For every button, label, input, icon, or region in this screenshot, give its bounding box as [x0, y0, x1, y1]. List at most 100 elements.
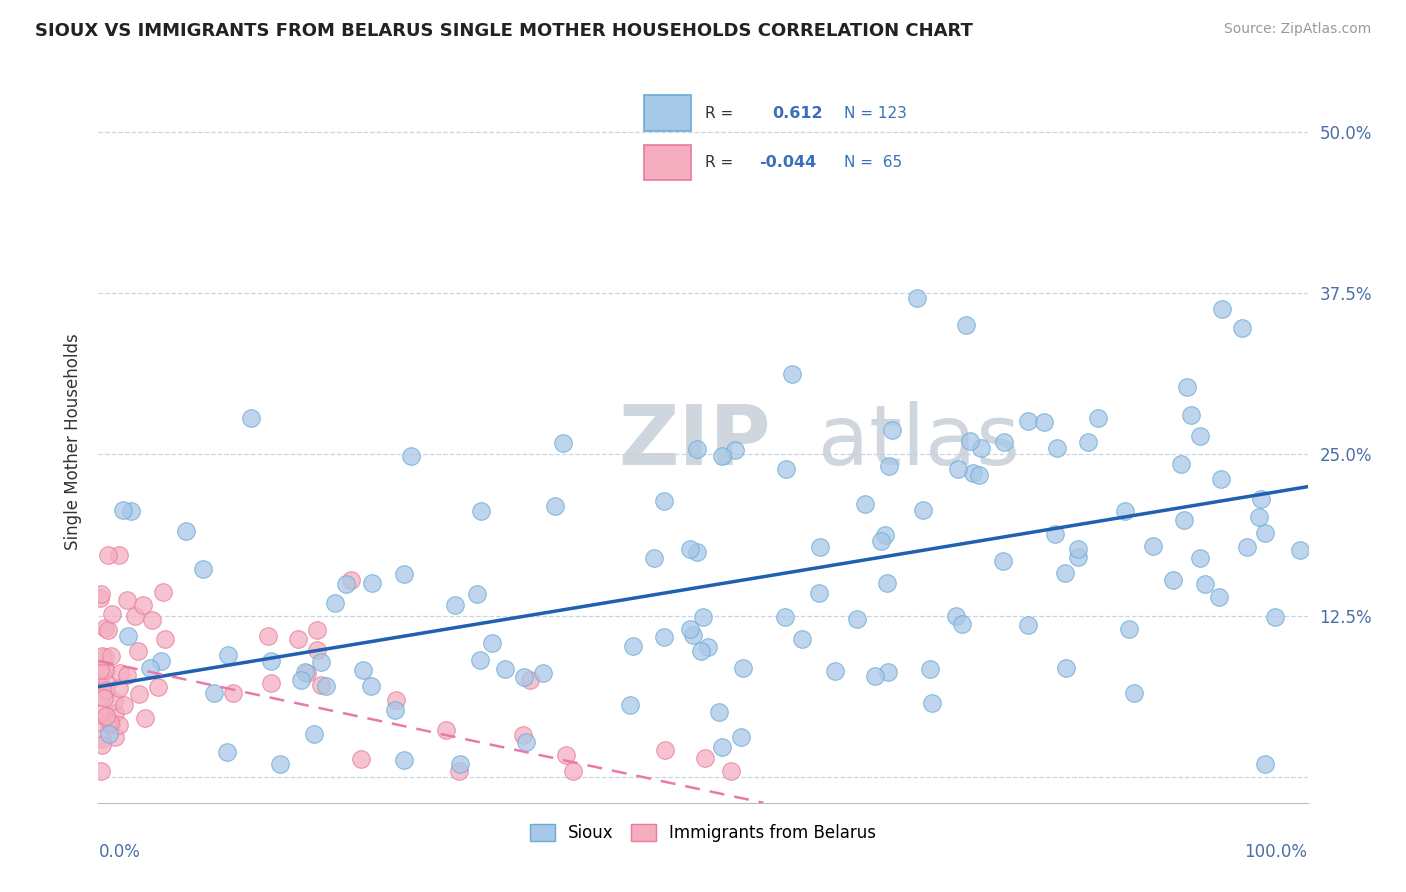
Point: [97, 623, 120, 637]
Point: [531, 665, 554, 680]
Point: [1123, 686, 1146, 700]
Text: 100.0%: 100.0%: [1244, 843, 1308, 861]
Point: [94, 621, 117, 635]
Point: [141, 613, 163, 627]
Point: [94, 708, 117, 723]
Point: [515, 735, 537, 749]
Point: [555, 748, 578, 763]
Point: [91, 731, 114, 746]
Point: [690, 644, 713, 658]
Point: [845, 612, 868, 626]
Point: [384, 693, 406, 707]
Point: [294, 665, 316, 679]
Point: [945, 608, 967, 623]
Point: [877, 458, 900, 473]
Point: [302, 726, 325, 740]
Point: [134, 710, 156, 724]
Point: [392, 566, 415, 581]
Point: [695, 750, 717, 764]
Point: [1043, 526, 1066, 541]
Point: [1194, 576, 1216, 591]
Point: [551, 436, 574, 450]
Point: [1032, 415, 1054, 429]
Point: [204, 686, 226, 700]
Point: [309, 678, 332, 692]
Point: [733, 661, 755, 675]
Point: [512, 728, 534, 742]
Point: [962, 467, 984, 481]
Point: [315, 679, 337, 693]
Point: [870, 533, 893, 548]
Point: [97, 714, 120, 729]
Point: [222, 685, 245, 699]
Point: [297, 665, 319, 680]
Point: [991, 554, 1014, 568]
Point: [89, 591, 111, 605]
Point: [1161, 573, 1184, 587]
Point: [481, 636, 503, 650]
Point: [100, 717, 122, 731]
Point: [217, 648, 239, 663]
Point: [686, 442, 709, 456]
Point: [146, 680, 169, 694]
Point: [90, 764, 112, 778]
Point: [131, 599, 153, 613]
Point: [1189, 551, 1212, 566]
Point: [108, 549, 131, 563]
Point: [93, 690, 115, 705]
Point: [104, 730, 127, 744]
Point: [97, 548, 120, 562]
Point: [91, 738, 114, 752]
Point: [470, 504, 492, 518]
Point: [96, 675, 118, 690]
Point: [1066, 549, 1088, 564]
Point: [970, 441, 993, 455]
Point: [101, 607, 124, 621]
Point: [174, 524, 197, 538]
Point: [269, 757, 291, 772]
Point: [730, 731, 752, 745]
Point: [544, 500, 567, 514]
Point: [104, 706, 127, 720]
Point: [807, 586, 830, 600]
Point: [128, 687, 150, 701]
Point: [191, 562, 214, 576]
Point: [780, 367, 803, 381]
Point: [449, 757, 471, 772]
Point: [108, 665, 131, 680]
Point: [1054, 661, 1077, 675]
Point: [853, 498, 876, 512]
Point: [519, 673, 541, 688]
Point: [696, 640, 718, 655]
Point: [1230, 321, 1253, 335]
Point: [1209, 472, 1232, 486]
Point: [905, 292, 928, 306]
Point: [155, 632, 177, 646]
Point: [103, 694, 125, 708]
Point: [1247, 509, 1270, 524]
Point: [1264, 609, 1286, 624]
Point: [652, 493, 675, 508]
Point: [711, 739, 734, 754]
Point: [955, 318, 977, 332]
Point: [97, 726, 120, 740]
Point: [1188, 429, 1211, 443]
Point: [124, 609, 146, 624]
Point: [790, 632, 813, 646]
Point: [1250, 491, 1272, 506]
Point: [350, 752, 373, 766]
Point: [1142, 540, 1164, 554]
Point: [1175, 379, 1198, 393]
Point: [876, 576, 898, 591]
Point: [90, 690, 112, 704]
Y-axis label: Single Mother Households: Single Mother Households: [63, 334, 82, 549]
Point: [98, 714, 121, 729]
Point: [882, 423, 904, 437]
Point: [724, 442, 747, 457]
Point: [1211, 301, 1233, 316]
Point: [309, 655, 332, 669]
Point: [692, 610, 714, 624]
Point: [1054, 566, 1077, 581]
Point: [94, 661, 117, 675]
Point: [117, 629, 139, 643]
